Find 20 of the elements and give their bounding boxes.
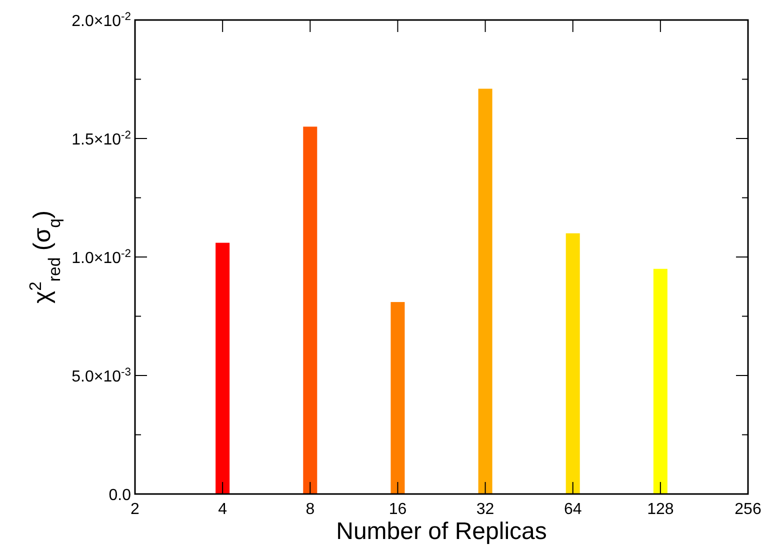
x-tick-label: 8	[306, 501, 315, 518]
bar	[566, 233, 580, 494]
x-tick-label: 4	[218, 501, 228, 518]
bar	[390, 302, 405, 494]
x-axis-title: Number of Replicas	[336, 518, 547, 545]
bar	[303, 126, 318, 494]
x-tick-label: 32	[476, 501, 494, 518]
bar	[216, 242, 230, 494]
y-tick-label: 0.0	[108, 487, 132, 504]
bar	[478, 88, 492, 494]
y-tick-label: 5.0×10$^{-3}$	[72, 366, 131, 386]
x-tick-label: 128	[647, 501, 674, 518]
bar	[653, 268, 668, 494]
y-tick-label: 1.5×10$^{-2}$	[72, 130, 131, 148]
x-tick-label: 2	[130, 501, 140, 518]
x-tick-label: 16	[388, 501, 407, 518]
x-tick-label: 64	[564, 501, 582, 518]
y-tick-label: 1.0×10$^{-2}$	[72, 248, 131, 267]
x-tick-label: 256	[734, 501, 762, 518]
y-tick-label: 2.0×10$^{-2}$	[72, 11, 131, 30]
